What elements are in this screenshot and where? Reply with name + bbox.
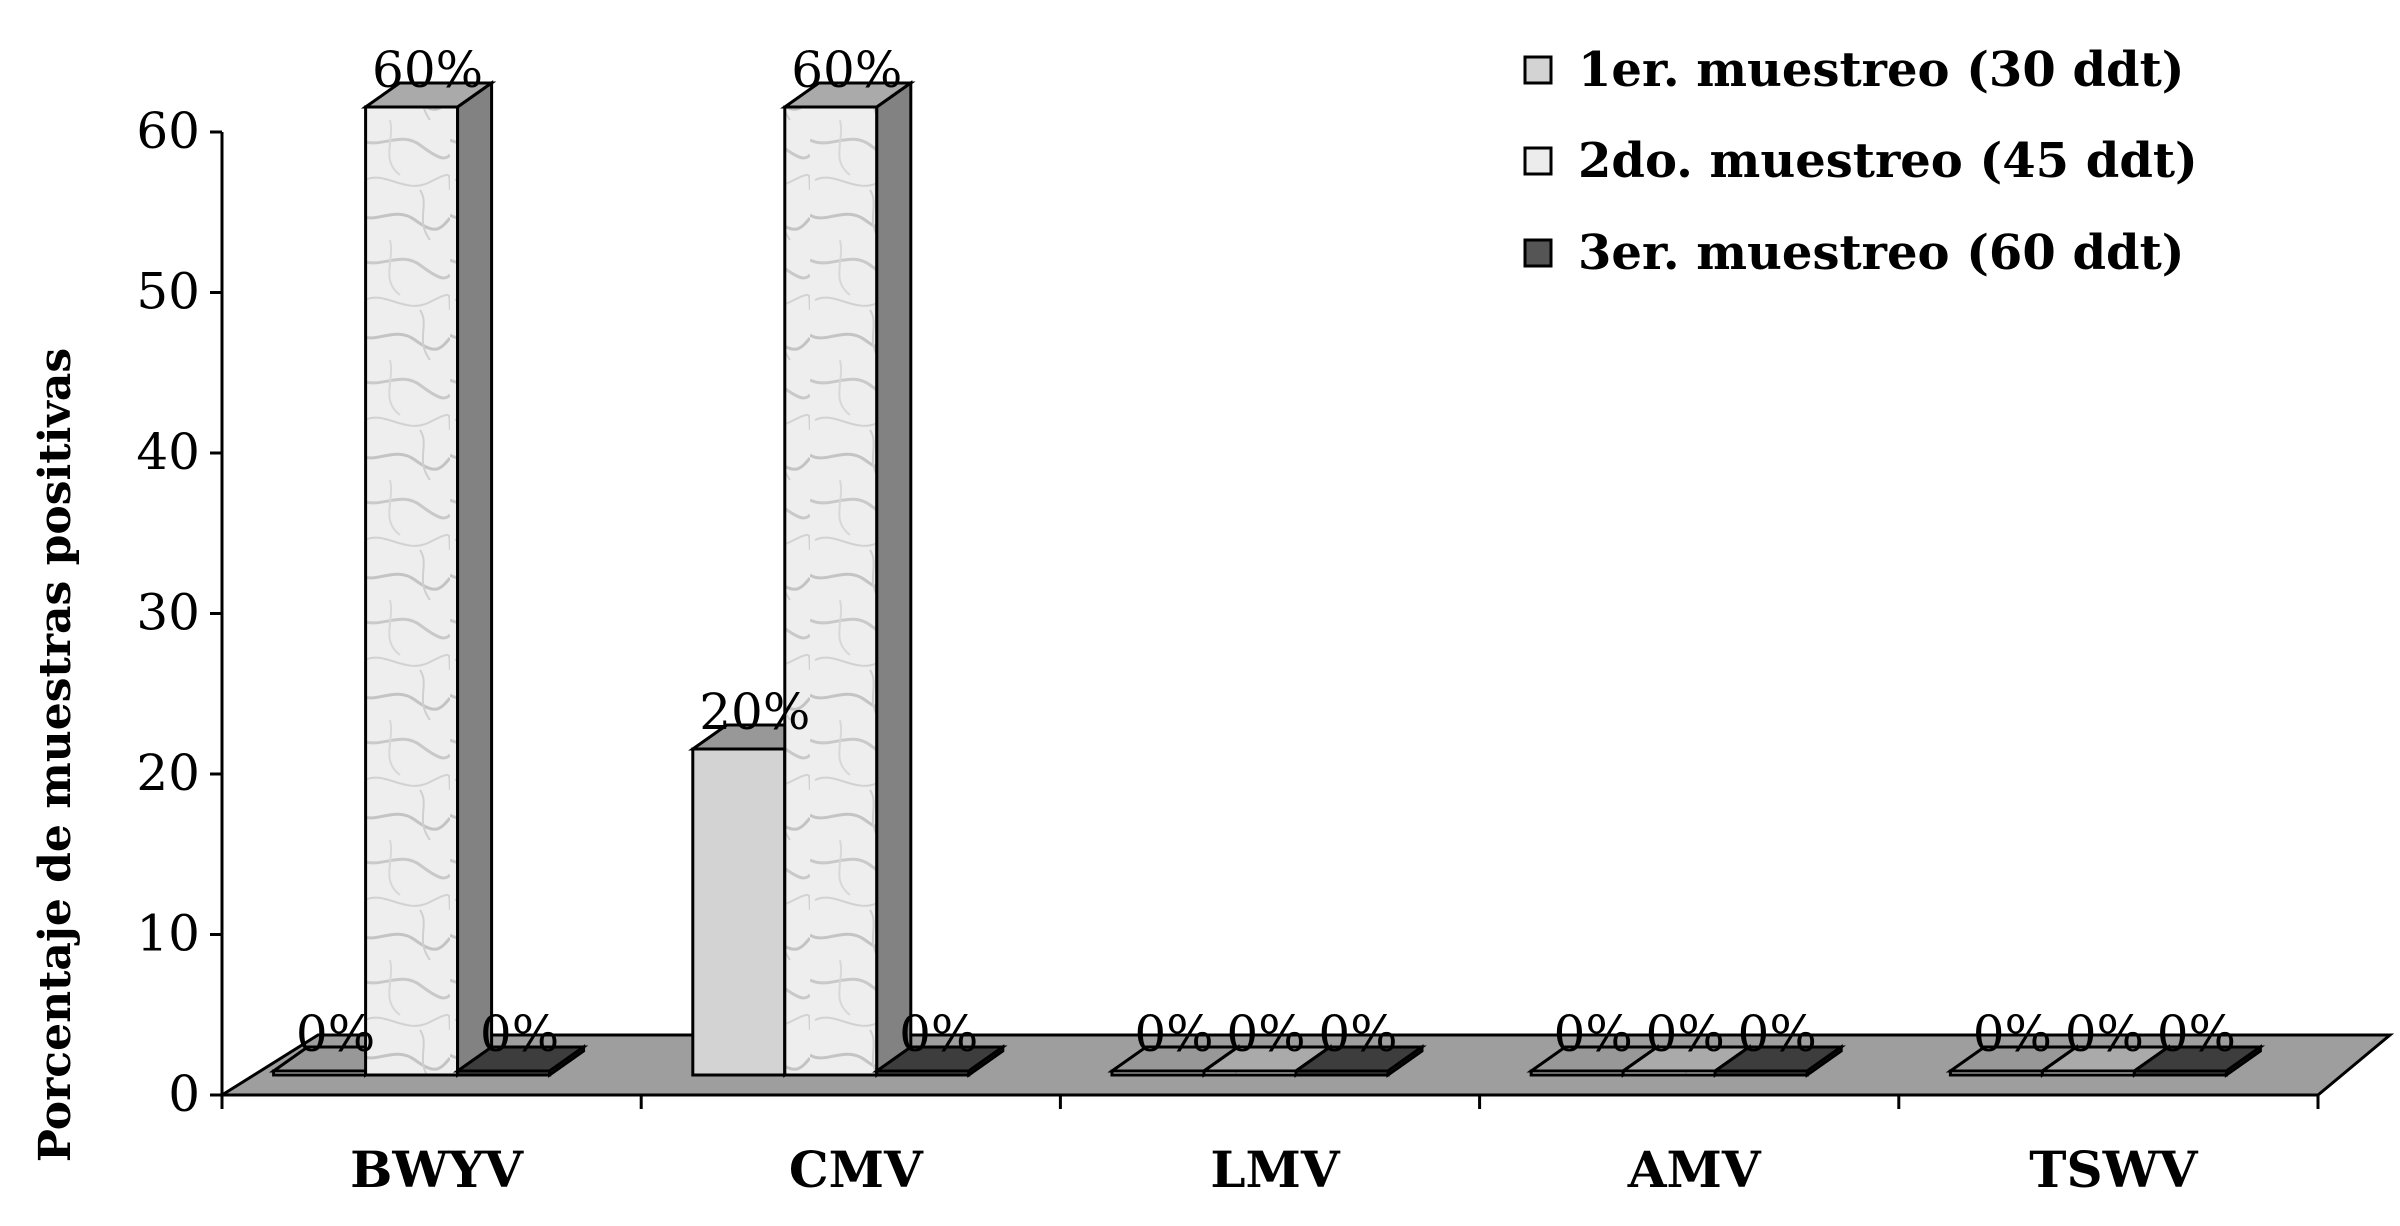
data-label: 0% bbox=[1134, 1005, 1213, 1063]
legend-swatch-3 bbox=[1523, 238, 1553, 268]
legend-label-1: 1er. muestreo (30 ddt) bbox=[1578, 42, 2184, 98]
bar-side bbox=[1805, 1044, 1843, 1078]
data-label: 0% bbox=[1318, 1005, 1397, 1063]
bar-bwyv-series-3 bbox=[452, 1044, 589, 1078]
legend-swatch-2 bbox=[1523, 146, 1553, 176]
data-label: 0% bbox=[1973, 1005, 2052, 1063]
bar-lmv-series-3 bbox=[1291, 1044, 1427, 1078]
bar-cmv-series-2 bbox=[780, 80, 916, 1078]
data-label: 0% bbox=[296, 1005, 375, 1063]
data-label: 0% bbox=[1226, 1005, 1305, 1063]
bar-cmv-series-3 bbox=[872, 1044, 1008, 1078]
bar-tswv-series-3 bbox=[2129, 1044, 2266, 1078]
data-label: 60% bbox=[372, 41, 483, 99]
bar-side bbox=[456, 80, 494, 1078]
bar-front bbox=[783, 105, 879, 1077]
bar-side bbox=[875, 80, 913, 1078]
bar-side bbox=[548, 1044, 586, 1078]
y-tick-label: 60 bbox=[136, 102, 200, 160]
y-tick-label: 40 bbox=[136, 423, 200, 481]
x-tick-label: BWYV bbox=[350, 1140, 524, 1199]
data-label: 0% bbox=[1738, 1005, 1817, 1063]
data-label: 0% bbox=[899, 1005, 978, 1063]
bar-front bbox=[691, 747, 787, 1077]
legend-swatch-1 bbox=[1523, 55, 1553, 85]
bar-side bbox=[1386, 1044, 1424, 1078]
bar-side bbox=[967, 1044, 1005, 1078]
data-label: 0% bbox=[2065, 1005, 2144, 1063]
x-tick-label: LMV bbox=[1210, 1140, 1341, 1199]
data-label: 20% bbox=[699, 683, 810, 741]
x-tick-label: TSWV bbox=[2029, 1140, 2198, 1199]
legend-item-2: 2do. muestreo (45 ddt) bbox=[1523, 133, 2198, 189]
legend-label-3: 3er. muestreo (60 ddt) bbox=[1578, 225, 2184, 281]
x-tick-label: AMV bbox=[1627, 1140, 1762, 1199]
bar-amv-series-3 bbox=[1710, 1044, 1846, 1078]
data-label: 0% bbox=[480, 1005, 559, 1063]
data-label: 60% bbox=[791, 41, 902, 99]
y-tick-label: 50 bbox=[136, 263, 200, 321]
legend-item-3: 3er. muestreo (60 ddt) bbox=[1523, 225, 2184, 281]
legend: 1er. muestreo (30 ddt) 2do. muestreo (45… bbox=[1523, 42, 2198, 281]
y-axis-title: Porcentaje de muestras positivas bbox=[30, 348, 81, 1162]
bar-side bbox=[2224, 1044, 2262, 1078]
data-label: 0% bbox=[2157, 1005, 2236, 1063]
y-tick-label: 10 bbox=[136, 905, 200, 963]
bar-front bbox=[364, 105, 460, 1077]
x-tick-label: CMV bbox=[789, 1140, 924, 1199]
bar-bwyv-series-2 bbox=[360, 80, 497, 1078]
y-tick-label: 20 bbox=[136, 744, 200, 802]
data-label: 0% bbox=[1646, 1005, 1725, 1063]
data-label: 0% bbox=[1554, 1005, 1633, 1063]
y-tick-label: 30 bbox=[136, 584, 200, 642]
legend-item-1: 1er. muestreo (30 ddt) bbox=[1523, 42, 2184, 98]
legend-label-2: 2do. muestreo (45 ddt) bbox=[1578, 133, 2198, 189]
y-tick-label: 0 bbox=[168, 1065, 200, 1123]
